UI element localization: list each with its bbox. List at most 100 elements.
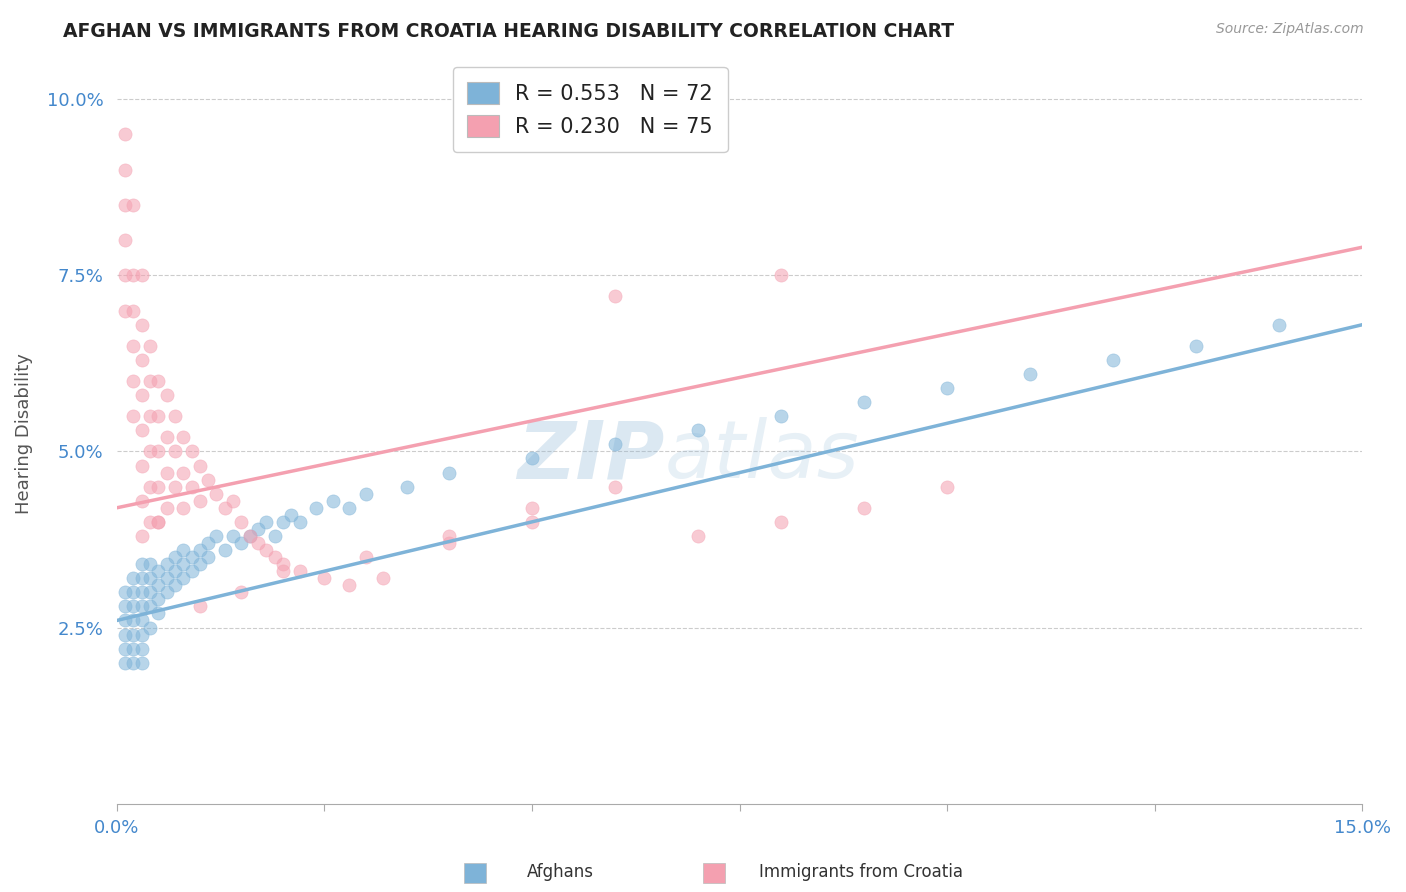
Point [263, 529, 285, 543]
Point [231, 536, 253, 550]
Point [1185, 339, 1208, 353]
Point [271, 557, 294, 571]
Point [437, 466, 460, 480]
Point [603, 289, 626, 303]
Point [156, 500, 179, 515]
Point [214, 500, 236, 515]
Point [322, 493, 344, 508]
Point [131, 352, 153, 367]
Point [131, 529, 153, 543]
Point [122, 198, 145, 212]
Y-axis label: Hearing Disability: Hearing Disability [15, 353, 32, 515]
Point [770, 515, 793, 529]
Point [337, 500, 360, 515]
Point [337, 578, 360, 592]
Point [688, 423, 710, 437]
Point [156, 557, 179, 571]
Point [114, 268, 136, 283]
Point [180, 480, 202, 494]
Point [188, 557, 211, 571]
Point [205, 529, 228, 543]
Point [214, 543, 236, 558]
Point [288, 515, 311, 529]
Point [122, 585, 145, 599]
Point [770, 409, 793, 424]
Text: AFGHAN VS IMMIGRANTS FROM CROATIA HEARING DISABILITY CORRELATION CHART: AFGHAN VS IMMIGRANTS FROM CROATIA HEARIN… [63, 22, 955, 41]
Point [131, 268, 153, 283]
Point [139, 571, 162, 585]
Point [122, 339, 145, 353]
Point [131, 641, 153, 656]
Point [603, 437, 626, 451]
Point [131, 585, 153, 599]
Point [114, 641, 136, 656]
Point [156, 388, 179, 402]
Point [1268, 318, 1291, 332]
Point [122, 599, 145, 614]
Point [131, 571, 153, 585]
Point [148, 374, 170, 388]
Text: Afghans: Afghans [527, 863, 595, 881]
Point [1102, 352, 1125, 367]
Point [853, 500, 876, 515]
Point [122, 641, 145, 656]
Point [139, 620, 162, 634]
Point [139, 599, 162, 614]
Point [936, 381, 959, 395]
Point [148, 564, 170, 578]
Point [122, 303, 145, 318]
Point [139, 339, 162, 353]
Point [139, 557, 162, 571]
Point [139, 374, 162, 388]
Point [114, 233, 136, 247]
Point [172, 500, 194, 515]
Point [114, 128, 136, 142]
Point [280, 508, 302, 522]
Point [148, 480, 170, 494]
Point [163, 409, 186, 424]
Point [197, 536, 219, 550]
Point [131, 458, 153, 473]
Point [188, 543, 211, 558]
Point [139, 515, 162, 529]
Point [172, 543, 194, 558]
Point [247, 536, 270, 550]
Point [122, 614, 145, 628]
Point [156, 466, 179, 480]
Point [131, 557, 153, 571]
Point [163, 480, 186, 494]
Point [231, 585, 253, 599]
Point [197, 550, 219, 565]
Point [131, 627, 153, 641]
Point [305, 500, 328, 515]
Point [188, 493, 211, 508]
Point [172, 557, 194, 571]
Point [288, 564, 311, 578]
Point [131, 423, 153, 437]
Point [520, 500, 543, 515]
Point [239, 529, 262, 543]
Point [156, 585, 179, 599]
Point [148, 515, 170, 529]
Point [148, 607, 170, 621]
Point [131, 599, 153, 614]
Point [603, 480, 626, 494]
Point [239, 529, 262, 543]
Point [114, 198, 136, 212]
Point [148, 578, 170, 592]
Point [163, 444, 186, 458]
Point [437, 529, 460, 543]
Point [114, 162, 136, 177]
Point [156, 571, 179, 585]
Text: atlas: atlas [665, 417, 859, 495]
Point [114, 303, 136, 318]
Point [122, 409, 145, 424]
Point [114, 627, 136, 641]
Point [148, 444, 170, 458]
Point [770, 268, 793, 283]
Point [254, 515, 277, 529]
Point [936, 480, 959, 494]
Point [114, 614, 136, 628]
Point [197, 473, 219, 487]
Point [172, 430, 194, 444]
